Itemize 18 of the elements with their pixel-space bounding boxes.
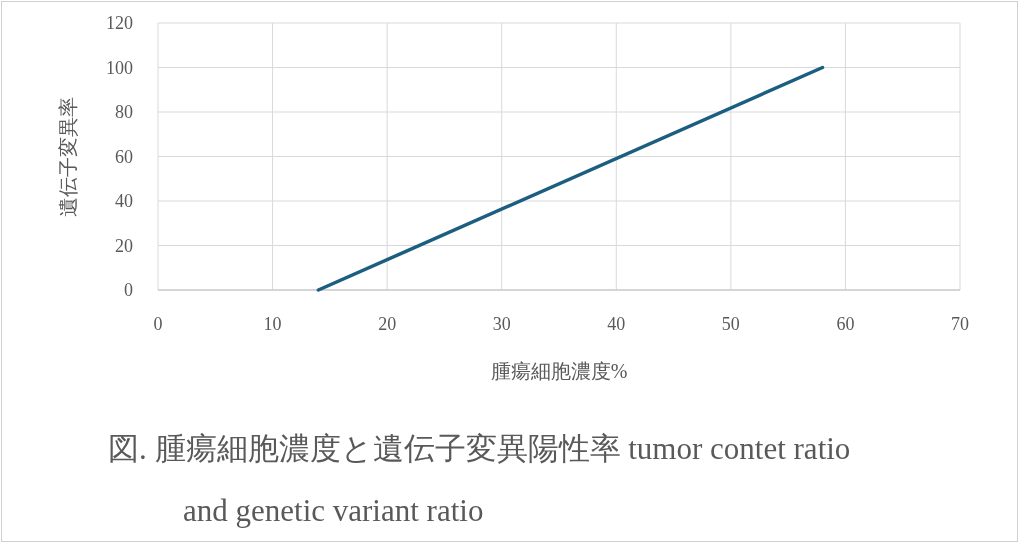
y-tick-label: 40 — [115, 191, 133, 211]
y-tick-label: 120 — [106, 13, 133, 33]
y-tick-label: 20 — [115, 235, 133, 256]
x-tick-label: 60 — [836, 314, 855, 334]
x-tick-label: 0 — [153, 314, 163, 334]
y-tick-label: 100 — [106, 57, 133, 78]
y-axis-title: 遺伝子変異率 — [57, 96, 79, 217]
x-tick-label: 30 — [492, 314, 511, 334]
x-tick-label: 50 — [721, 314, 740, 334]
y-tick-label: 0 — [124, 280, 133, 300]
x-tick-label: 10 — [263, 314, 282, 334]
x-tick-label: 40 — [607, 314, 626, 334]
text: 図. 腫瘍細胞濃度と遺伝子変異陽性率 tumor contet ratio and genetic variant ratio — [108, 430, 852, 530]
x-tick-label: 70 — [951, 314, 969, 334]
x-axis-title: 腫瘍細胞濃度% — [490, 360, 628, 382]
x-tick-label: 20 — [378, 314, 397, 334]
y-tick-label: 80 — [115, 102, 133, 122]
y-tick-label: 60 — [115, 146, 133, 167]
